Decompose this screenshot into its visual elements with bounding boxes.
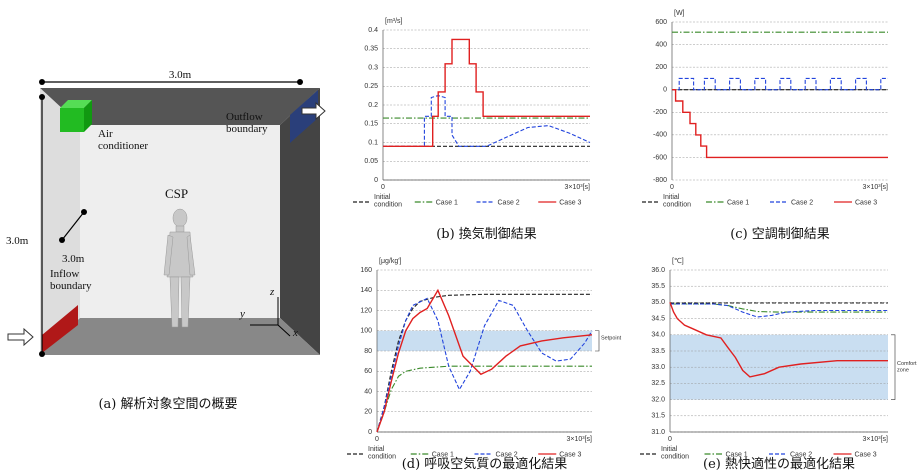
y-tick-label: -600 — [653, 154, 667, 161]
legend-label: Initialcondition — [374, 194, 402, 209]
dot — [297, 79, 303, 85]
axis-x: x — [292, 327, 298, 339]
y-tick-label: 0.15 — [364, 121, 378, 128]
depth-label: 3.0m — [62, 253, 85, 265]
y-tick-label: 600 — [655, 19, 667, 26]
y-tick-label: 0.4 — [368, 27, 378, 34]
y-tick-label: 160 — [360, 267, 372, 274]
x-tick-label: 0 — [381, 184, 385, 191]
series-line — [383, 96, 590, 147]
series-line — [377, 366, 592, 432]
y-tick-label: 0 — [368, 429, 372, 436]
y-tick-label: 140 — [360, 287, 372, 294]
y-tick-label: 0.05 — [364, 158, 378, 165]
y-tick-label: 31.5 — [651, 413, 665, 420]
chart-caption: (d) 呼吸空気質の最適化結果 — [402, 456, 568, 472]
chart: -800 -600 -400 -200 0 200 400 600 0 3×10³[s] [W] In… — [642, 10, 888, 242]
series-line — [672, 90, 888, 158]
y-tick-label: 32.0 — [651, 396, 665, 403]
chart: 0 0.05 0.1 0.15 0.2 0.25 0.3 0.35 0.4 0 3×10³[s] [m… — [353, 18, 590, 242]
y-unit-label: [℃] — [672, 258, 684, 265]
y-tick-label: 35.5 — [651, 283, 665, 290]
x-tick-label: 3×10³[s] — [863, 184, 889, 191]
dot — [59, 237, 65, 243]
y-tick-label: -800 — [653, 177, 667, 184]
x-tick-label: 0 — [668, 436, 672, 443]
height-label: 3.0m — [6, 235, 29, 247]
y-tick-label: 31.0 — [651, 429, 665, 436]
y-tick-label: 60 — [364, 368, 372, 375]
band-bracket — [595, 331, 599, 351]
y-tick-label: -400 — [653, 132, 667, 139]
y-tick-label: 0 — [663, 87, 667, 94]
y-tick-label: 0.35 — [364, 46, 378, 53]
y-tick-label: -200 — [653, 109, 667, 116]
y-tick-label: 34.0 — [651, 332, 665, 339]
y-tick-label: 0.25 — [364, 83, 378, 90]
dot — [81, 209, 87, 215]
dot — [39, 79, 45, 85]
y-tick-label: 34.5 — [651, 315, 665, 322]
legend-label: Case 3 — [855, 452, 877, 459]
series-line — [377, 294, 592, 432]
y-tick-label: 100 — [360, 328, 372, 335]
y-unit-label: [W] — [674, 10, 685, 17]
x-tick-label: 0 — [670, 184, 674, 191]
y-tick-label: 40 — [364, 388, 372, 395]
y-tick-label: 33.0 — [651, 364, 665, 371]
series-line — [670, 304, 888, 317]
figure: 3.0m 3.0m 3.0m Airconditioner Outflowbou… — [0, 0, 921, 475]
x-tick-label: 3×10³[s] — [863, 436, 889, 443]
chart-caption: (e) 熱快適性の最適化結果 — [703, 456, 855, 472]
axis-z: z — [269, 286, 275, 298]
dot — [39, 351, 45, 357]
legend-label: Case 2 — [498, 200, 520, 207]
chart-caption: (b) 換気制御結果 — [436, 226, 537, 242]
legend-label: Case 1 — [436, 200, 458, 207]
y-tick-label: 35.0 — [651, 299, 665, 306]
y-tick-label: 0.1 — [368, 139, 378, 146]
legend-label: Case 3 — [855, 200, 877, 207]
y-tick-label: 80 — [364, 348, 372, 355]
band-bracket — [891, 335, 895, 400]
series-line — [672, 78, 888, 89]
y-tick-label: 120 — [360, 307, 372, 314]
y-tick-label: 400 — [655, 41, 667, 48]
axis-y: y — [239, 308, 245, 320]
band-label: Setpoint — [601, 335, 622, 341]
y-tick-label: 33.5 — [651, 348, 665, 355]
chart: Setpoint 0 20 40 60 80 100 120 140 160 0 3×10³[s] [μ… — [347, 258, 622, 472]
target-band — [377, 331, 592, 351]
chart-caption: (c) 空調制御結果 — [730, 227, 830, 242]
y-tick-label: 0.3 — [368, 64, 378, 71]
y-unit-label: [μg/kg'] — [379, 258, 402, 265]
y-unit-label: [m³/s] — [385, 18, 403, 25]
width-label: 3.0m — [169, 69, 192, 81]
x-tick-label: 0 — [375, 436, 379, 443]
y-tick-label: 32.5 — [651, 380, 665, 387]
y-tick-label: 36.0 — [651, 267, 665, 274]
x-tick-label: 3×10³[s] — [565, 184, 591, 191]
legend-label: Case 2 — [791, 200, 813, 207]
dot — [39, 94, 45, 100]
legend-label: Case 3 — [559, 200, 581, 207]
y-tick-label: 0 — [374, 177, 378, 184]
legend-label: Case 1 — [727, 200, 749, 207]
csp-label: CSP — [165, 186, 188, 201]
air-conditioner-box — [60, 108, 84, 132]
series-line — [383, 39, 590, 146]
x-tick-label: 3×10³[s] — [567, 436, 593, 443]
y-tick-label: 200 — [655, 64, 667, 71]
y-tick-label: 20 — [364, 409, 372, 416]
inflow-arrow — [8, 329, 33, 345]
y-tick-label: 0.2 — [368, 102, 378, 109]
caption: (a) 解析対象空間の概要 — [98, 397, 237, 412]
